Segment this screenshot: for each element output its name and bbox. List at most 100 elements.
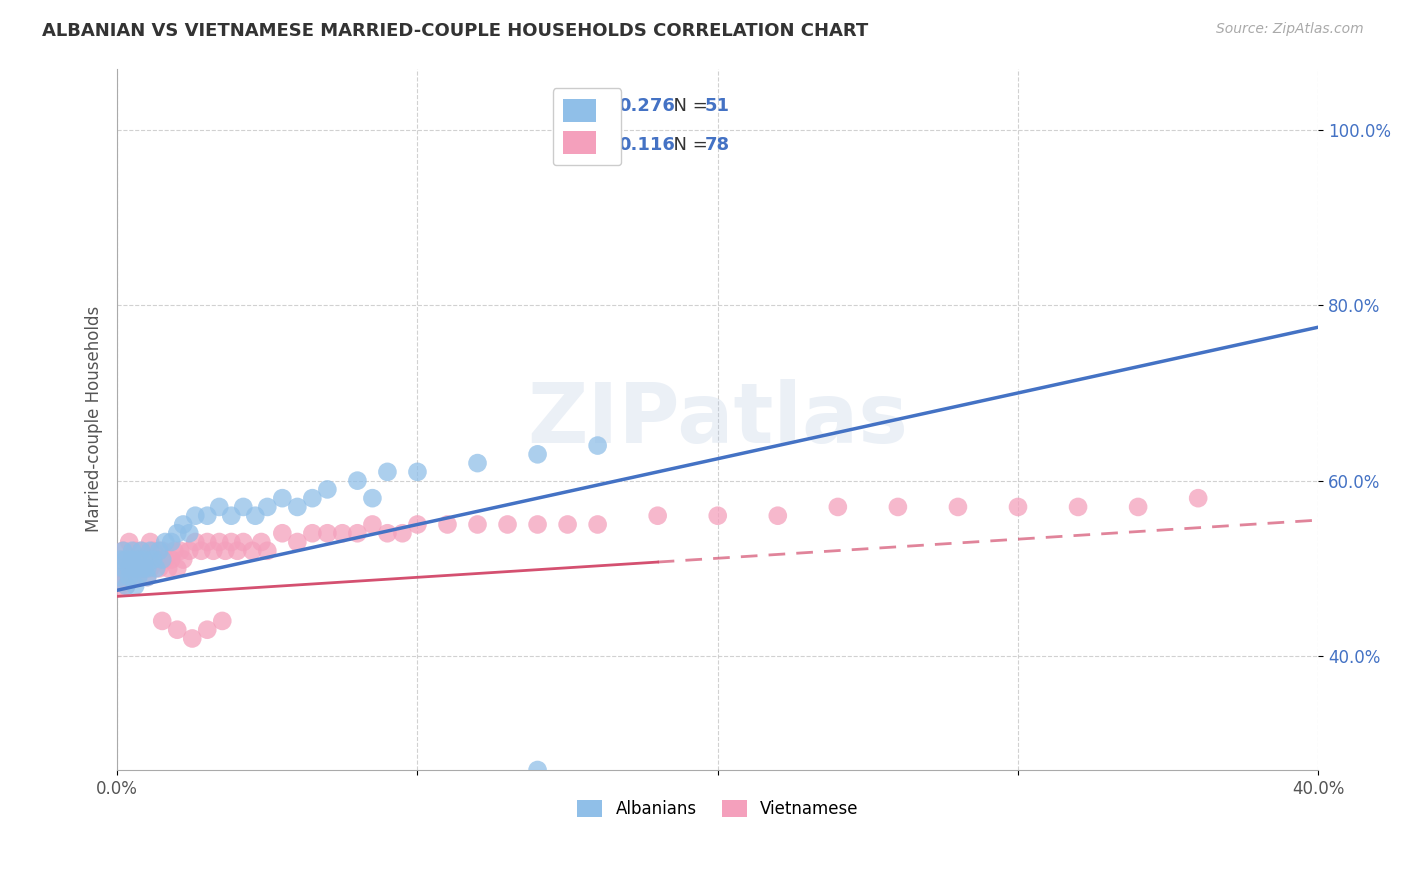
Point xyxy=(496,517,519,532)
Point xyxy=(124,579,146,593)
Point xyxy=(232,535,254,549)
Point xyxy=(166,561,188,575)
Point xyxy=(112,570,135,584)
Point xyxy=(232,500,254,514)
Point xyxy=(118,570,141,584)
Point xyxy=(172,552,194,566)
Point xyxy=(208,535,231,549)
Point xyxy=(136,570,159,584)
Point xyxy=(148,543,170,558)
Point xyxy=(887,500,910,514)
Point xyxy=(1126,500,1149,514)
Point xyxy=(121,552,143,566)
Point xyxy=(160,552,183,566)
Text: 78: 78 xyxy=(704,136,730,154)
Point xyxy=(108,561,131,575)
Point xyxy=(134,561,156,575)
Point xyxy=(145,552,167,566)
Text: Source: ZipAtlas.com: Source: ZipAtlas.com xyxy=(1216,22,1364,37)
Point xyxy=(134,552,156,566)
Point xyxy=(127,570,149,584)
Point xyxy=(136,552,159,566)
Text: R =: R = xyxy=(575,136,613,154)
Point xyxy=(115,579,138,593)
Point xyxy=(256,543,278,558)
Text: 0.276: 0.276 xyxy=(619,97,675,115)
Point xyxy=(195,535,218,549)
Point xyxy=(121,570,143,584)
Point xyxy=(129,543,152,558)
Point xyxy=(129,543,152,558)
Point xyxy=(406,465,429,479)
Point xyxy=(226,543,249,558)
Point xyxy=(190,543,212,558)
Legend: Albanians, Vietnamese: Albanians, Vietnamese xyxy=(571,793,865,825)
Point xyxy=(526,517,548,532)
Point xyxy=(155,552,177,566)
Point xyxy=(124,561,146,575)
Point xyxy=(250,535,273,549)
Point xyxy=(139,543,162,558)
Point xyxy=(1067,500,1090,514)
Point xyxy=(139,561,162,575)
Text: ALBANIAN VS VIETNAMESE MARRIED-COUPLE HOUSEHOLDS CORRELATION CHART: ALBANIAN VS VIETNAMESE MARRIED-COUPLE HO… xyxy=(42,22,869,40)
Point xyxy=(115,552,138,566)
Point xyxy=(108,552,131,566)
Point xyxy=(377,526,399,541)
Point xyxy=(134,561,156,575)
Point xyxy=(946,500,969,514)
Point xyxy=(467,456,489,470)
Point xyxy=(557,517,579,532)
Point xyxy=(112,543,135,558)
Point xyxy=(184,535,207,549)
Point xyxy=(467,517,489,532)
Point xyxy=(112,561,135,575)
Text: 51: 51 xyxy=(704,97,730,115)
Point xyxy=(195,623,218,637)
Point xyxy=(169,543,191,558)
Point xyxy=(179,526,201,541)
Point xyxy=(406,517,429,532)
Point xyxy=(1187,491,1209,505)
Point xyxy=(142,552,165,566)
Point xyxy=(377,465,399,479)
Point xyxy=(166,623,188,637)
Point xyxy=(346,526,368,541)
Point xyxy=(391,526,413,541)
Text: R =: R = xyxy=(575,97,613,115)
Point xyxy=(121,552,143,566)
Point xyxy=(157,561,180,575)
Point xyxy=(271,491,294,505)
Point xyxy=(127,552,149,566)
Text: N =: N = xyxy=(662,136,714,154)
Point xyxy=(316,483,339,497)
Point xyxy=(301,526,323,541)
Point xyxy=(586,439,609,453)
Point xyxy=(118,561,141,575)
Point xyxy=(124,543,146,558)
Point xyxy=(526,763,548,777)
Text: N =: N = xyxy=(662,97,714,115)
Point xyxy=(163,543,186,558)
Point xyxy=(129,561,152,575)
Point xyxy=(148,561,170,575)
Point xyxy=(285,500,308,514)
Point xyxy=(1007,500,1029,514)
Point xyxy=(214,543,236,558)
Point xyxy=(301,491,323,505)
Point xyxy=(150,543,173,558)
Point xyxy=(127,570,149,584)
Point xyxy=(256,500,278,514)
Point xyxy=(127,552,149,566)
Point xyxy=(221,535,243,549)
Point xyxy=(346,474,368,488)
Point xyxy=(136,561,159,575)
Point xyxy=(271,526,294,541)
Point xyxy=(129,561,152,575)
Point xyxy=(208,500,231,514)
Point xyxy=(221,508,243,523)
Point xyxy=(134,552,156,566)
Point xyxy=(150,614,173,628)
Point xyxy=(181,632,204,646)
Point xyxy=(827,500,849,514)
